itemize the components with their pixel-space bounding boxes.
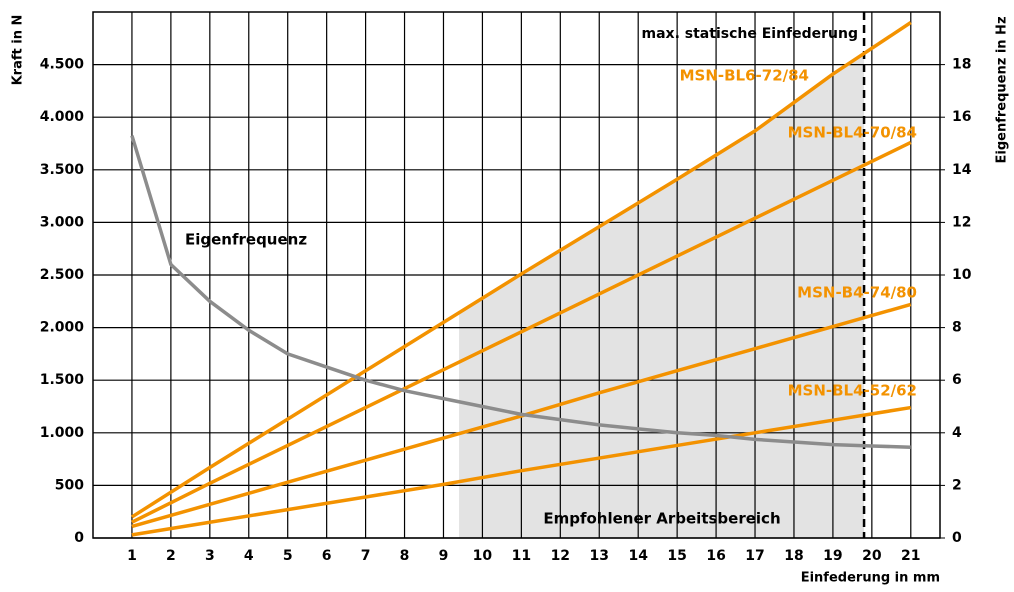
area-label: Empfohlener Arbeitsbereich bbox=[543, 510, 780, 528]
y-tick-label: 1.500 bbox=[40, 372, 85, 388]
series-label: Eigenfrequenz bbox=[185, 231, 307, 249]
y2-tick-label: 8 bbox=[952, 320, 962, 336]
series-label: MSN-BL6-72/84 bbox=[680, 67, 809, 85]
y2-tick-label: 2 bbox=[952, 477, 962, 493]
x-tick-label: 16 bbox=[706, 548, 725, 564]
y2-tick-label: 14 bbox=[952, 162, 972, 178]
x-tick-label: 15 bbox=[667, 548, 686, 564]
x-tick-label: 17 bbox=[745, 548, 764, 564]
series-label: MSN-B4-74/80 bbox=[797, 284, 917, 302]
y2-tick-label: 12 bbox=[952, 214, 971, 230]
y2-tick-label: 10 bbox=[952, 267, 972, 283]
series-line bbox=[131, 140, 912, 524]
x-tick-label: 21 bbox=[901, 548, 920, 564]
series-label: MSN-BL4-52/62 bbox=[788, 382, 917, 400]
x-tick-label: 10 bbox=[473, 548, 493, 564]
x-tick-label: 5 bbox=[283, 548, 293, 564]
y-tick-label: 2.500 bbox=[40, 267, 85, 283]
x-tick-label: 14 bbox=[628, 548, 648, 564]
y2-tick-label: 18 bbox=[952, 57, 971, 73]
x-tick-label: 20 bbox=[862, 548, 882, 564]
y-tick-label: 4.500 bbox=[40, 57, 85, 73]
x-tick-label: 3 bbox=[205, 548, 215, 564]
y2-tick-label: 0 bbox=[952, 530, 962, 546]
y2-tick-label: 4 bbox=[952, 425, 962, 441]
max-label: max. statische Einfederung bbox=[642, 26, 858, 42]
x-tick-label: 6 bbox=[322, 548, 332, 564]
x-tick-label: 9 bbox=[439, 548, 449, 564]
series-line bbox=[130, 135, 911, 450]
y2-tick-label: 16 bbox=[952, 109, 971, 125]
x-tick-label: 12 bbox=[551, 548, 570, 564]
y-tick-label: 3.500 bbox=[40, 162, 85, 178]
series-label: MSN-BL4-70/84 bbox=[788, 124, 917, 142]
x-tick-label: 8 bbox=[400, 548, 410, 564]
series-line bbox=[131, 405, 912, 537]
y-tick-label: 500 bbox=[55, 477, 84, 493]
x-tick-label: 7 bbox=[361, 548, 371, 564]
y-tick-label: 1.000 bbox=[40, 425, 85, 441]
x-tick-label: 11 bbox=[512, 548, 531, 564]
x-axis-title: Einfederung in mm bbox=[801, 571, 940, 586]
series-line bbox=[131, 21, 912, 519]
x-tick-label: 4 bbox=[244, 548, 254, 564]
x-tick-label: 1 bbox=[127, 548, 137, 564]
y-tick-label: 0 bbox=[74, 530, 84, 546]
y2-axis-title: Eigenfrequenz in Hz bbox=[995, 16, 1010, 163]
x-tick-label: 13 bbox=[590, 548, 609, 564]
y-tick-label: 3.000 bbox=[40, 214, 85, 230]
y-axis-title: Kraft in N bbox=[11, 15, 26, 86]
y-tick-label: 2.000 bbox=[40, 320, 85, 336]
y-tick-label: 4.000 bbox=[40, 109, 85, 125]
x-tick-label: 19 bbox=[823, 548, 842, 564]
y2-tick-label: 6 bbox=[952, 372, 962, 388]
x-tick-label: 18 bbox=[784, 548, 803, 564]
x-tick-label: 2 bbox=[166, 548, 176, 564]
